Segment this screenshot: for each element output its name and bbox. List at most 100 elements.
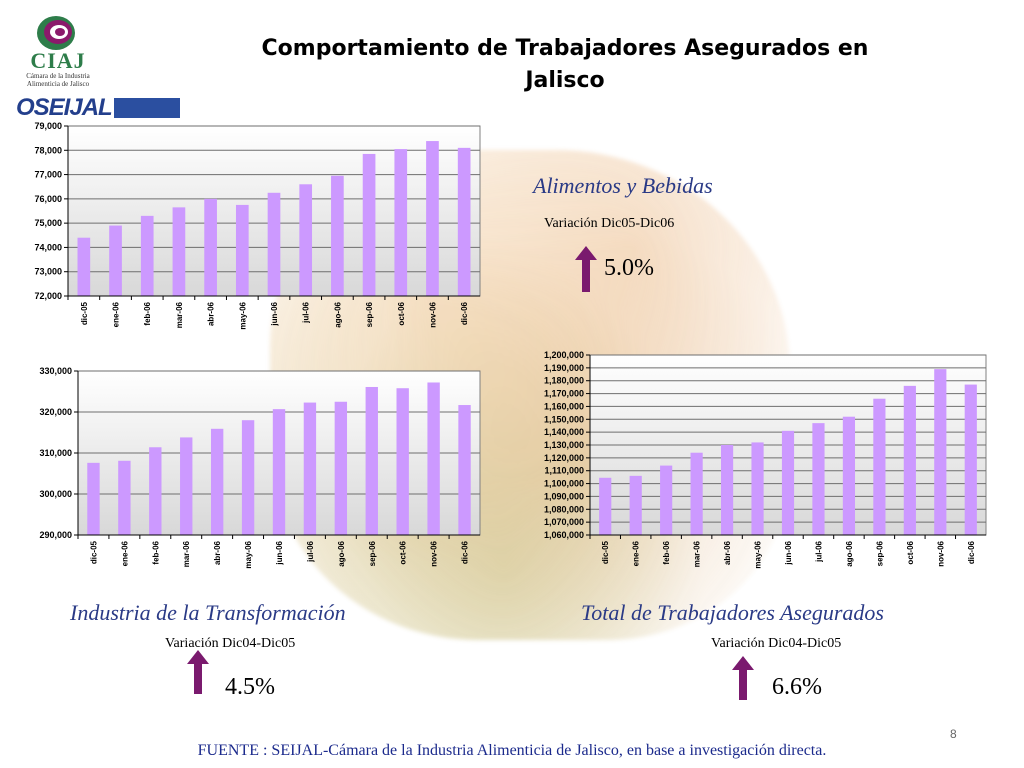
x-tick-label: jul-06 [302,301,311,323]
bar-mar-06 [690,452,703,535]
bar-dic-06 [458,405,471,535]
x-tick-label: mar-06 [693,540,702,567]
y-tick-label: 1,120,000 [544,453,584,463]
y-tick-label: 1,060,000 [544,530,584,540]
x-tick-label: abr-06 [723,540,732,565]
bar-feb-06 [140,215,154,296]
bar-nov-06 [934,369,947,535]
y-tick-label: 1,110,000 [544,466,584,476]
y-tick-label: 1,070,000 [544,517,584,527]
industria-variation-label: Variación Dic04-Dic05 [165,636,296,651]
up-arrow-icon [187,650,209,694]
x-tick-label: oct-06 [399,540,408,564]
ciaj-logo: CIAJ Cámara de la Industria Alimenticia … [18,12,98,92]
x-tick-label: may-06 [244,540,253,568]
ciaj-logo-subtitle: Cámara de la Industria Alimenticia de Ja… [26,72,90,88]
x-tick-label: may-06 [238,301,247,329]
bar-jul-06 [303,402,317,535]
ciaj-logo-name: CIAJ [30,48,86,73]
x-tick-label: abr-06 [207,301,216,326]
bar-dic-06 [964,384,977,535]
bar-nov-06 [426,141,439,296]
bar-may-06 [235,204,249,296]
y-tick-label: 1,150,000 [544,414,584,424]
bar-abr-06 [720,445,734,535]
bar-jul-06 [812,423,825,535]
alimentos-variation-value: 5.0% [604,255,654,281]
y-tick-label: 300,000 [39,489,72,499]
x-tick-label: dic-06 [461,540,470,564]
x-tick-label: ene-06 [112,301,121,327]
y-tick-label: 290,000 [39,530,72,540]
y-tick-label: 77,000 [34,170,62,180]
x-tick-label: jul-06 [814,540,823,562]
x-tick-label: ago-06 [845,540,854,566]
x-tick-label: dic-06 [967,540,976,564]
x-tick-label: jun-06 [784,540,793,565]
x-tick-label: nov-06 [936,540,945,566]
total-variation-value: 6.6% [772,674,822,700]
chart-industria-transformacion: 290,000 300,000 310,000 320,000 330,000 dic-0… [39,366,481,569]
up-arrow-icon [575,246,597,292]
industria-label: Industria de la Transformación [70,600,346,625]
x-tick-label: dic-06 [460,301,469,325]
x-tick-label: mar-06 [182,540,191,567]
ciaj-logo-mark-icon [37,16,75,50]
y-tick-label: 79,000 [34,121,62,131]
x-tick-label: feb-06 [662,540,671,564]
x-tick-label: ene-06 [632,540,641,566]
y-tick-label: 1,080,000 [544,504,584,514]
y-tick-label: 1,190,000 [544,363,584,373]
x-tick-label: ene-06 [120,540,129,566]
source-footer: FUENTE : SEIJAL-Cámara de la Industria A… [197,742,827,759]
bar-oct-06 [903,385,916,535]
x-tick-label: feb-06 [143,301,152,325]
x-tick-label: abr-06 [213,540,222,565]
x-tick-label: dic-05 [80,301,89,325]
x-tick-label: jun-06 [270,301,279,326]
page-number: 8 [950,727,957,741]
seijal-logo: OSEIJAL [16,94,180,121]
slide-title: Comportamiento de Trabajadores Asegurado… [261,36,869,93]
y-tick-label: 1,180,000 [544,376,584,386]
up-arrow-icon [732,656,754,700]
seijal-logo-box [114,98,180,118]
bar-feb-06 [149,447,162,535]
x-tick-label: ago-06 [333,301,342,327]
x-tick-label: nov-06 [430,540,439,566]
chart-alimentos-bebidas: 72,000 73,000 74,000 75,000 76,000 77,000 78,0… [34,121,481,330]
total-variation-label: Variación Dic04-Dic05 [711,636,842,651]
bar-jun-06 [272,409,286,535]
bar-ene-06 [629,475,642,535]
bar-sep-06 [365,386,378,535]
seijal-logo-name: OSEIJAL [16,94,113,121]
x-tick-label: sep-06 [365,301,374,327]
y-tick-label: 72,000 [34,291,62,301]
bar-dic-05 [87,462,100,535]
x-tick-label: jul-06 [306,540,315,562]
chart-total-trabajadores: 1,060,000 1,070,000 1,080,000 1,090,000 1,10… [544,350,987,569]
bar-may-06 [751,442,764,535]
bar-dic-05 [599,477,612,535]
bar-dic-06 [457,147,471,296]
y-tick-label: 76,000 [34,194,62,204]
x-tick-label: feb-06 [151,540,160,564]
y-tick-label: 75,000 [34,218,62,228]
y-tick-label: 1,200,000 [544,350,584,360]
bar-ago-06 [842,416,856,535]
bar-dic-05 [77,237,91,296]
y-tick-label: 74,000 [34,242,62,252]
x-tick-label: ago-06 [337,540,346,566]
x-tick-label: sep-06 [368,540,377,566]
y-tick-label: 1,160,000 [544,401,584,411]
x-tick-label: oct-06 [906,540,915,564]
x-tick-label: dic-05 [89,540,98,564]
industria-variation-value: 4.5% [225,674,275,700]
bar-ago-06 [334,401,348,535]
bar-mar-06 [172,207,186,296]
bar-oct-06 [396,388,409,535]
bar-mar-06 [180,437,193,535]
bar-jun-06 [781,430,795,535]
x-tick-label: sep-06 [875,540,884,566]
y-tick-label: 1,100,000 [544,479,584,489]
